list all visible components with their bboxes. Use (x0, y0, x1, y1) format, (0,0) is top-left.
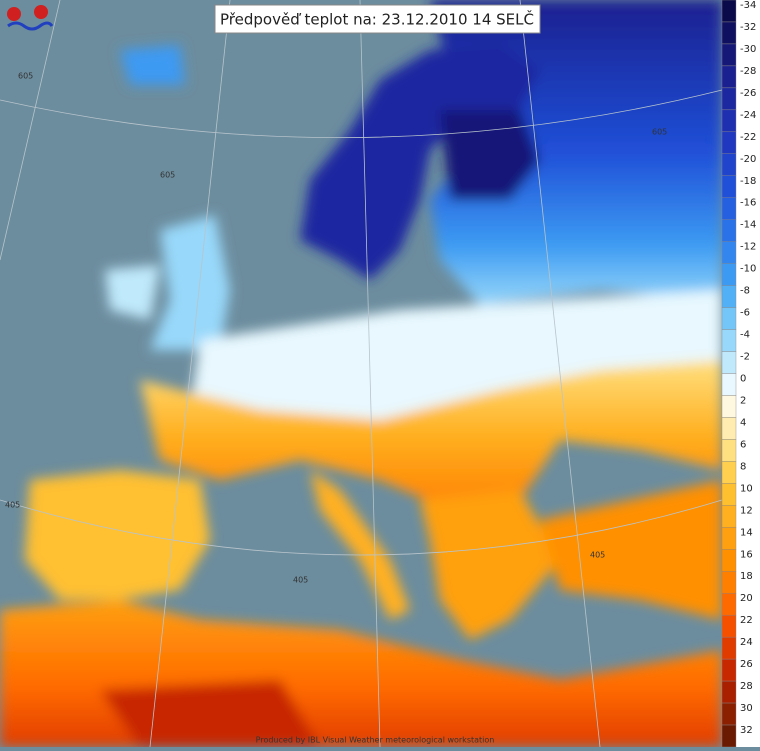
legend-label: -28 (740, 66, 756, 77)
legend-label: -34 (740, 0, 756, 11)
legend-label: 10 (740, 483, 753, 494)
legend-swatch (721, 263, 737, 286)
legend-swatch (721, 439, 737, 462)
legend-swatch (721, 505, 737, 528)
legend-label: -32 (740, 22, 756, 33)
color-legend: -34-32-30-28-26-24-22-20-18-16-14-12-10-… (721, 0, 760, 748)
legend-label: 14 (740, 527, 753, 538)
legend-label: 18 (740, 571, 753, 582)
legend-swatch (721, 483, 737, 506)
legend-swatch (721, 527, 737, 550)
legend-label: 32 (740, 725, 753, 736)
legend-label: 28 (740, 681, 753, 692)
logo (7, 5, 54, 31)
legend-swatch (721, 197, 737, 220)
legend-swatch (721, 680, 737, 704)
title-box (214, 4, 541, 34)
legend-label: -30 (740, 44, 756, 55)
legend-swatch (721, 241, 737, 264)
legend-swatch (721, 219, 737, 242)
legend-swatch (721, 43, 737, 67)
legend-label: 0 (740, 374, 746, 385)
graticule-label: 405 (5, 501, 20, 510)
legend-label: -14 (740, 220, 756, 231)
title: Předpověď teplot na: 23.12.2010 14 SELČ (220, 10, 534, 29)
legend-label: 24 (740, 637, 753, 648)
legend-label: -8 (740, 286, 750, 297)
legend-label: -4 (740, 330, 750, 341)
legend-swatch (721, 175, 737, 198)
legend-swatch (721, 131, 737, 154)
legend-label: -24 (740, 110, 756, 121)
graticule-label: 605 (652, 128, 667, 137)
legend-label: -2 (740, 352, 750, 363)
credit: Produced by IBL Visual Weather meteorolo… (256, 736, 495, 745)
legend-label: -6 (740, 308, 750, 319)
legend-swatch (721, 65, 737, 89)
legend-label: -26 (740, 88, 756, 99)
legend-swatch (721, 461, 737, 484)
graticule-label: 405 (293, 576, 308, 585)
legend-swatch (721, 21, 737, 45)
legend-swatch (721, 87, 737, 111)
legend-label: 20 (740, 593, 753, 604)
legend-swatch (721, 724, 737, 748)
legend-label: -20 (740, 154, 756, 165)
legend-label: -10 (740, 264, 756, 275)
legend-swatch (721, 285, 737, 308)
legend-swatch (721, 549, 737, 572)
legend-swatch (721, 636, 737, 660)
legend-swatch (721, 395, 737, 418)
temperature-field (0, 0, 722, 747)
legend-label: 26 (740, 659, 753, 670)
legend-label: 8 (740, 461, 746, 472)
legend-swatch (721, 593, 737, 616)
legend-label: 4 (740, 417, 746, 428)
graticule (0, 0, 723, 748)
legend-swatch (721, 307, 737, 330)
legend-swatch (721, 373, 737, 396)
legend-swatch (721, 702, 737, 726)
legend-label: 22 (740, 615, 753, 626)
legend-swatch (721, 417, 737, 440)
legend-swatch (721, 109, 737, 133)
legend-label: 6 (740, 439, 746, 450)
legend-swatch (721, 658, 737, 682)
legend-label: -12 (740, 242, 756, 253)
legend-label: 12 (740, 505, 753, 516)
graticule-label: 605 (18, 72, 33, 81)
legend-swatch (721, 571, 737, 594)
legend-swatch (721, 351, 737, 374)
legend-label: 16 (740, 549, 753, 560)
legend-label: -16 (740, 198, 756, 209)
legend-swatch (721, 614, 737, 638)
legend-label: -18 (740, 176, 756, 187)
legend-label: 2 (740, 395, 746, 406)
legend-label: -22 (740, 132, 756, 143)
legend-label: 30 (740, 703, 753, 714)
graticule-label: 405 (590, 551, 605, 560)
legend-swatch (721, 329, 737, 352)
graticule-label: 605 (160, 171, 175, 180)
legend-swatch (721, 0, 737, 23)
legend-swatch (721, 153, 737, 176)
